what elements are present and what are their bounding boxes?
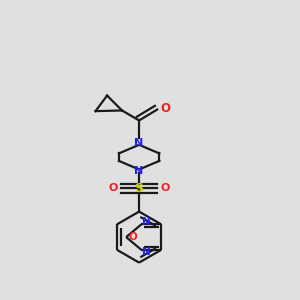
Text: N: N — [134, 167, 144, 176]
Text: O: O — [160, 101, 170, 115]
Text: O: O — [160, 183, 170, 193]
Text: O: O — [109, 183, 118, 193]
Text: N: N — [134, 138, 144, 148]
Text: N: N — [142, 217, 150, 227]
Text: N: N — [142, 247, 150, 257]
Text: O: O — [129, 232, 137, 242]
Text: S: S — [135, 182, 144, 195]
